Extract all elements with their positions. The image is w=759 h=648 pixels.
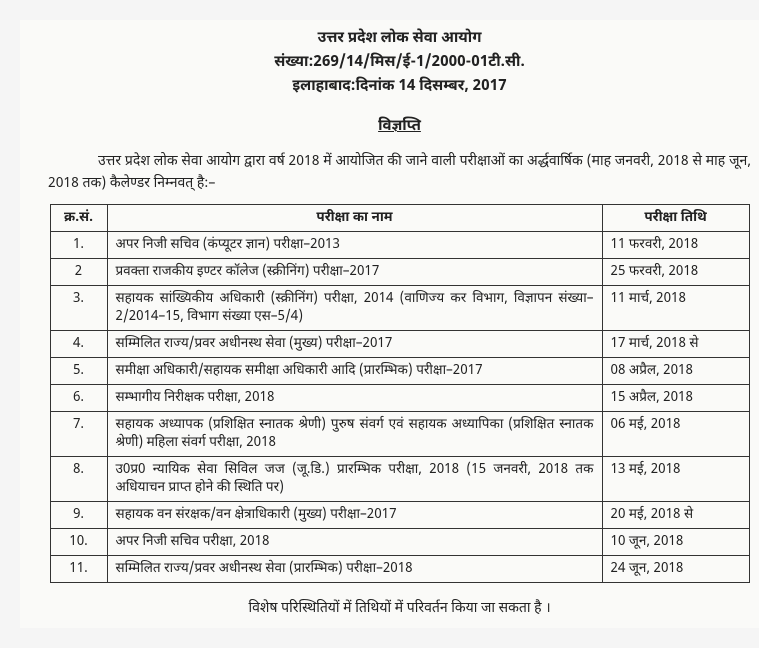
cell-exam-name: सहायक सांख्यिकीय अधिकारी (स्क्रीनिंग) पर… [107, 285, 602, 330]
table-row: 5.समीक्षा अधिकारी/सहायक समीक्षा अधिकारी … [50, 357, 749, 384]
cell-exam-date: 08 अप्रैल, 2018 [602, 357, 749, 384]
cell-exam-name: प्रवक्ता राजकीय इण्टर कॉलेज (स्क्रीनिंग)… [107, 258, 602, 285]
table-row: 11.सम्मिलित राज्य/प्रवर अधीनस्थ सेवा (प्… [50, 555, 749, 582]
reference-number: संख्या:269/14/मिस/ई-1/2000-01टी.सी. [20, 52, 759, 76]
cell-sn: 11. [50, 555, 107, 582]
cell-exam-date: 15 अप्रैल, 2018 [602, 384, 749, 411]
table-row: 4.सम्मिलित राज्य/प्रवर अधीनस्थ सेवा (मुख… [50, 330, 749, 357]
cell-exam-name: अपर निजी सचिव परीक्षा, 2018 [107, 528, 602, 555]
cell-sn: 7. [50, 411, 107, 456]
cell-sn: 10. [50, 528, 107, 555]
col-header-name: परीक्षा का नाम [107, 204, 602, 231]
table-row: 2प्रवक्ता राजकीय इण्टर कॉलेज (स्क्रीनिंग… [50, 258, 749, 285]
cell-exam-name: सम्मिलित राज्य/प्रवर अधीनस्थ सेवा (प्रार… [107, 555, 602, 582]
cell-sn: 2 [50, 258, 107, 285]
cell-exam-date: 10 जून, 2018 [602, 528, 749, 555]
cell-exam-date: 11 फरवरी, 2018 [602, 231, 749, 258]
document: उत्तर प्रदेश लोक सेवा आयोग संख्या:269/14… [20, 20, 759, 628]
table-row: 8.उ0प्र0 न्यायिक सेवा सिविल जज (जू.डि.) … [50, 456, 749, 501]
document-header: उत्तर प्रदेश लोक सेवा आयोग संख्या:269/14… [20, 20, 759, 100]
table-row: 10.अपर निजी सचिव परीक्षा, 201810 जून, 20… [50, 528, 749, 555]
place-and-date: इलाहाबाद:दिनांक 14 दिसम्बर, 2017 [20, 76, 759, 100]
footnote: विशेष परिस्थितियों में तिथियों में परिवर… [20, 599, 759, 628]
table-row: 9.सहायक वन संरक्षक/वन क्षेत्राधिकारी (मु… [50, 501, 749, 528]
cell-exam-name: सम्मिलित राज्य/प्रवर अधीनस्थ सेवा (मुख्य… [107, 330, 602, 357]
table-row: 6.सम्भागीय निरीक्षक परीक्षा, 201815 अप्र… [50, 384, 749, 411]
col-header-sn: क्र.सं. [50, 204, 107, 231]
cell-exam-name: सम्भागीय निरीक्षक परीक्षा, 2018 [107, 384, 602, 411]
table-row: 7.सहायक अध्यापक (प्रशिक्षित स्नातक श्रेण… [50, 411, 749, 456]
cell-exam-date: 11 मार्च, 2018 [602, 285, 749, 330]
intro-paragraph: उत्तर प्रदेश लोक सेवा आयोग द्वारा वर्ष 2… [20, 151, 759, 204]
cell-exam-name: सहायक अध्यापक (प्रशिक्षित स्नातक श्रेणी)… [107, 411, 602, 456]
org-name: उत्तर प्रदेश लोक सेवा आयोग [20, 28, 759, 52]
exam-schedule-table: क्र.सं. परीक्षा का नाम परीक्षा तिथि 1.अप… [50, 204, 750, 583]
cell-exam-name: अपर निजी सचिव (कंप्यूटर ज्ञान) परीक्षा–2… [107, 231, 602, 258]
cell-sn: 9. [50, 501, 107, 528]
table-row: 3.सहायक सांख्यिकीय अधिकारी (स्क्रीनिंग) … [50, 285, 749, 330]
cell-sn: 1. [50, 231, 107, 258]
table-row: 1.अपर निजी सचिव (कंप्यूटर ज्ञान) परीक्षा… [50, 231, 749, 258]
cell-exam-date: 17 मार्च, 2018 से [602, 330, 749, 357]
cell-exam-name: उ0प्र0 न्यायिक सेवा सिविल जज (जू.डि.) प्… [107, 456, 602, 501]
notice-title: विज्ञप्ति [20, 118, 759, 137]
cell-exam-name: सहायक वन संरक्षक/वन क्षेत्राधिकारी (मुख्… [107, 501, 602, 528]
cell-exam-date: 24 जून, 2018 [602, 555, 749, 582]
cell-sn: 6. [50, 384, 107, 411]
table-header-row: क्र.सं. परीक्षा का नाम परीक्षा तिथि [50, 204, 749, 231]
cell-exam-date: 13 मई, 2018 [602, 456, 749, 501]
cell-exam-date: 20 मई, 2018 से [602, 501, 749, 528]
table-body: 1.अपर निजी सचिव (कंप्यूटर ज्ञान) परीक्षा… [50, 231, 749, 582]
col-header-date: परीक्षा तिथि [602, 204, 749, 231]
cell-exam-date: 25 फरवरी, 2018 [602, 258, 749, 285]
cell-exam-date: 06 मई, 2018 [602, 411, 749, 456]
cell-sn: 5. [50, 357, 107, 384]
cell-sn: 4. [50, 330, 107, 357]
cell-sn: 3. [50, 285, 107, 330]
cell-sn: 8. [50, 456, 107, 501]
cell-exam-name: समीक्षा अधिकारी/सहायक समीक्षा अधिकारी आद… [107, 357, 602, 384]
